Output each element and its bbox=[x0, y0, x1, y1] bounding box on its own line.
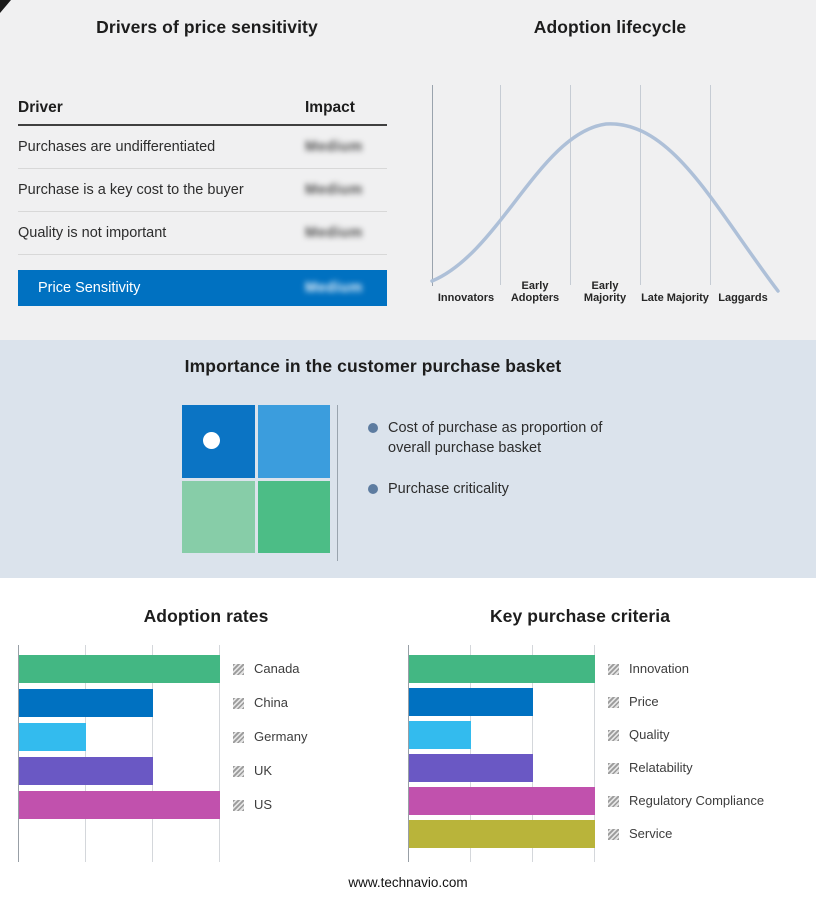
bullet-text: Purchase criticality bbox=[388, 481, 509, 498]
key-purchase-criteria-chart: Innovation Price Quality Relatability Regula… bbox=[408, 645, 808, 863]
bar-us bbox=[19, 791, 220, 819]
quadrant-axis-line bbox=[337, 405, 338, 561]
lifecycle-panel-title: Adoption lifecycle bbox=[533, 17, 687, 37]
legend-hatch-icon bbox=[608, 664, 619, 675]
quadrant-bottom-left bbox=[182, 480, 255, 553]
bar-service bbox=[409, 820, 595, 848]
adoption-lifecycle-chart: Innovators Early Adopters Early Majority… bbox=[420, 78, 808, 313]
legend-label: China bbox=[254, 695, 288, 710]
legend-label: Regulatory Compliance bbox=[629, 793, 765, 808]
legend-hatch-icon bbox=[608, 763, 619, 774]
drivers-panel-title: Drivers of price sensitivity bbox=[96, 17, 318, 37]
legend-hatch-icon bbox=[608, 730, 619, 741]
legend-label: Quality bbox=[629, 727, 670, 742]
legend-label: UK bbox=[254, 763, 273, 778]
bell-curve bbox=[430, 122, 780, 293]
driver-column-header: Driver bbox=[18, 99, 63, 116]
chart-gridline bbox=[532, 645, 533, 862]
chart-gridline bbox=[470, 645, 471, 862]
corner-fold-mark bbox=[0, 0, 11, 13]
lifecycle-gridline bbox=[640, 85, 641, 285]
bullet-item: Cost of purchase as proportion of overal… bbox=[368, 419, 618, 458]
price-sensitivity-impact-blurred: Medium bbox=[305, 280, 363, 296]
chart-y-axis bbox=[408, 645, 409, 862]
chart-gridline bbox=[85, 645, 86, 862]
driver-cell: Purchases are undifferentiated bbox=[18, 139, 216, 155]
website-url: www.technavio.com bbox=[348, 875, 468, 890]
legend-label: Relatability bbox=[629, 760, 693, 775]
lifecycle-label-innovators: Innovators bbox=[437, 292, 495, 305]
bar-price bbox=[409, 688, 533, 716]
legend-label: Germany bbox=[254, 729, 308, 744]
legend-hatch-icon bbox=[233, 800, 244, 811]
legend-label: Price bbox=[629, 694, 659, 709]
bar-regulatory-compliance bbox=[409, 787, 595, 815]
quadrant-bottom-right bbox=[257, 480, 330, 553]
adoption-rates-chart: Canada China Germany UK US bbox=[18, 645, 400, 863]
position-dot-icon bbox=[203, 432, 220, 449]
table-row: Purchase is a key cost to the buyer Medi… bbox=[18, 169, 387, 212]
drivers-table-header: Driver Impact bbox=[18, 94, 387, 126]
bullet-icon bbox=[368, 423, 378, 433]
legend-hatch-icon bbox=[608, 796, 619, 807]
legend-hatch-icon bbox=[233, 664, 244, 675]
quadrant-top-left bbox=[182, 405, 255, 478]
impact-cell-blurred: Medium bbox=[305, 225, 363, 241]
bar-innovation bbox=[409, 655, 595, 683]
driver-cell: Purchase is a key cost to the buyer bbox=[18, 182, 244, 198]
impact-cell-blurred: Medium bbox=[305, 139, 363, 155]
impact-column-header: Impact bbox=[305, 99, 355, 116]
legend-label: US bbox=[254, 797, 273, 812]
price-sensitivity-row: Price Sensitivity Medium bbox=[18, 270, 387, 306]
table-row: Quality is not important Medium bbox=[18, 212, 387, 255]
key-purchase-criteria-title: Key purchase criteria bbox=[489, 606, 671, 626]
legend-label: Canada bbox=[254, 661, 300, 676]
legend-hatch-icon bbox=[608, 829, 619, 840]
bullet-text: Cost of purchase as proportion of overal… bbox=[388, 420, 603, 456]
bar-germany bbox=[19, 723, 86, 751]
legend-hatch-icon bbox=[233, 766, 244, 777]
chart-gridline bbox=[594, 645, 595, 862]
legend-hatch-icon bbox=[233, 732, 244, 743]
quadrant-top-right bbox=[257, 405, 330, 478]
chart-y-axis bbox=[18, 645, 19, 862]
drivers-table: Driver Impact Purchases are undifferenti… bbox=[18, 94, 387, 306]
table-row: Purchases are undifferentiated Medium bbox=[18, 126, 387, 169]
lifecycle-gridline bbox=[570, 85, 571, 285]
adoption-rates-title: Adoption rates bbox=[143, 606, 269, 626]
price-sensitivity-label: Price Sensitivity bbox=[38, 280, 141, 296]
basket-section-background bbox=[0, 340, 816, 578]
lifecycle-label-laggards: Laggards bbox=[718, 292, 768, 305]
basket-panel-title: Importance in the customer purchase bask… bbox=[184, 356, 562, 376]
bar-quality bbox=[409, 721, 471, 749]
chart-gridline bbox=[152, 645, 153, 862]
bullet-item: Purchase criticality bbox=[368, 480, 618, 500]
lifecycle-label-early-adopters: Early Adopters bbox=[510, 279, 560, 305]
bar-relatability bbox=[409, 754, 533, 782]
legend-label: Innovation bbox=[629, 661, 689, 676]
lifecycle-gridline bbox=[710, 85, 711, 285]
bullet-icon bbox=[368, 484, 378, 495]
purchase-basket-quadrant bbox=[182, 405, 330, 553]
lifecycle-label-early-majority: Early Majority bbox=[583, 279, 627, 305]
lifecycle-gridline bbox=[500, 85, 501, 285]
impact-cell-blurred: Medium bbox=[305, 182, 363, 198]
driver-cell: Quality is not important bbox=[18, 225, 167, 241]
lifecycle-y-axis bbox=[432, 85, 433, 286]
legend-hatch-icon bbox=[233, 698, 244, 709]
legend-hatch-icon bbox=[608, 697, 619, 708]
bar-uk bbox=[19, 757, 153, 785]
bar-china bbox=[19, 689, 153, 717]
chart-gridline bbox=[219, 645, 220, 862]
lifecycle-label-late-majority: Late Majority bbox=[641, 292, 709, 305]
basket-bullet-list: Cost of purchase as proportion of overal… bbox=[368, 419, 636, 522]
legend-label: Service bbox=[629, 826, 673, 841]
bar-canada bbox=[19, 655, 220, 683]
